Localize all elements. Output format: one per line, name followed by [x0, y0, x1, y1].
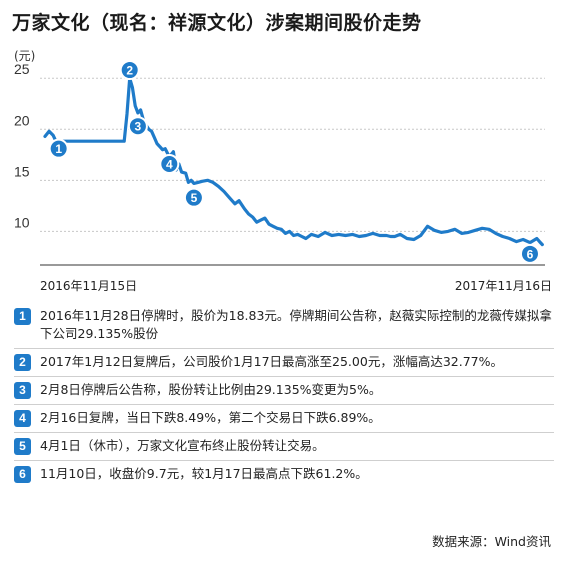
event-marker-circle [127, 116, 148, 137]
note-text: 2月16日复牌，当日下跌8.49%，第二个交易日下跌6.89%。 [40, 410, 381, 425]
y-tick-label-25: 25 [14, 61, 30, 77]
event-marker-label: 3 [135, 120, 142, 134]
x-start-date-label: 2016年11月15日 [40, 279, 137, 293]
event-markers: 1 2 3 4 5 6 [48, 60, 540, 264]
price-series [43, 76, 544, 247]
y-tick-labels: 10 15 20 25 [14, 61, 30, 230]
note-number-badge: 6 [14, 466, 31, 483]
event-marker-circle [159, 153, 180, 174]
grid-lines [40, 77, 545, 232]
event-marker-label: 6 [527, 247, 534, 261]
note-item-2: 2 2017年1月12日复牌后，公司股价1月17日最高涨至25.00元，涨幅高达… [14, 349, 554, 377]
note-item-5: 5 4月1日（休市），万家文化宣布终止股份转让交易。 [14, 433, 554, 461]
note-number-badge: 4 [14, 410, 31, 427]
event-marker-5: 5 [183, 187, 204, 208]
stock-price-chart: 10 15 20 25 (元) 1 2 3 4 5 6 2016年11月15日 2017年11月… [14, 49, 552, 293]
note-text: 11月10日，收盘价9.7元，较1月17日最高点下跌61.2%。 [40, 466, 368, 481]
event-marker-1: 1 [48, 138, 69, 159]
note-number-badge: 2 [14, 354, 31, 371]
note-text: 4月1日（休市），万家文化宣布终止股份转让交易。 [40, 438, 325, 453]
x-end-date-label: 2017年11月16日 [455, 279, 552, 293]
note-item-3: 3 2月8日停牌后公告称，股份转让比例由29.135%变更为5%。 [14, 377, 554, 405]
event-marker-4: 4 [159, 153, 180, 174]
event-marker-circle [183, 187, 204, 208]
y-tick-label-10: 10 [14, 214, 30, 230]
event-marker-3: 3 [127, 116, 148, 137]
note-number-badge: 3 [14, 382, 31, 399]
event-marker-label: 4 [166, 157, 173, 171]
event-marker-label: 2 [126, 64, 133, 78]
note-text: 2016年11月28日停牌时，股价为18.83元。停牌期间公告称，赵薇实际控制的… [40, 308, 552, 341]
event-marker-label: 1 [55, 142, 62, 156]
y-tick-label-20: 20 [14, 112, 30, 128]
note-item-4: 4 2月16日复牌，当日下跌8.49%，第二个交易日下跌6.89%。 [14, 405, 554, 433]
note-number-badge: 5 [14, 438, 31, 455]
event-marker-label: 5 [191, 191, 198, 205]
event-marker-circle [48, 138, 69, 159]
chart-title: 万家文化（现名：祥源文化）涉案期间股价走势 [12, 12, 422, 34]
event-notes-list: 1 2016年11月28日停牌时，股价为18.83元。停牌期间公告称，赵薇实际控… [14, 303, 554, 488]
event-marker-6: 6 [519, 243, 540, 264]
data-source: 数据来源：Wind资讯 [432, 534, 551, 549]
event-marker-circle [119, 60, 140, 81]
event-marker-2: 2 [119, 60, 140, 81]
note-item-6: 6 11月10日，收盘价9.7元，较1月17日最高点下跌61.2%。 [14, 461, 554, 488]
event-marker-circle [519, 243, 540, 264]
note-number-badge: 1 [14, 308, 31, 325]
y-tick-label-15: 15 [14, 163, 30, 179]
note-text: 2月8日停牌后公告称，股份转让比例由29.135%变更为5%。 [40, 382, 382, 397]
note-item-1: 1 2016年11月28日停牌时，股价为18.83元。停牌期间公告称，赵薇实际控… [14, 303, 554, 349]
y-axis-unit: (元) [14, 49, 35, 63]
note-text: 2017年1月12日复牌后，公司股价1月17日最高涨至25.00元，涨幅高达32… [40, 354, 503, 369]
price-line-series-0 [43, 76, 544, 247]
